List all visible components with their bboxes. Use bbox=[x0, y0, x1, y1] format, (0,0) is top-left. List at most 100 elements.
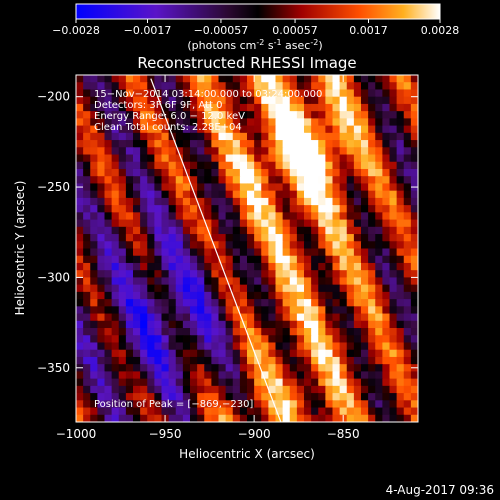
heatmap-cell bbox=[97, 277, 106, 286]
heatmap-cell bbox=[197, 320, 205, 329]
heatmap-cell bbox=[154, 414, 163, 422]
heatmap-cell bbox=[346, 241, 355, 250]
heatmap-cell bbox=[76, 378, 84, 387]
heatmap-cell bbox=[90, 226, 98, 235]
heatmap-cell bbox=[190, 414, 198, 422]
heatmap-cell bbox=[410, 234, 418, 242]
heatmap-cell bbox=[318, 219, 326, 228]
heatmap-cell bbox=[83, 349, 91, 358]
heatmap-cell bbox=[161, 111, 170, 119]
heatmap-cell bbox=[111, 270, 120, 279]
heatmap-cell bbox=[332, 335, 341, 344]
heatmap-cell bbox=[311, 96, 319, 105]
heatmap-cell bbox=[254, 385, 262, 394]
heatmap-cell bbox=[289, 176, 298, 185]
heatmap-cell bbox=[247, 176, 255, 185]
heatmap-cell bbox=[76, 335, 84, 344]
heatmap-cell bbox=[282, 161, 291, 170]
heatmap-cell bbox=[182, 241, 191, 250]
heatmap-cell bbox=[247, 255, 255, 264]
heatmap-cell bbox=[403, 190, 412, 199]
heatmap-cell bbox=[368, 248, 376, 257]
heatmap-cell bbox=[168, 140, 177, 148]
heatmap-cell bbox=[339, 385, 348, 394]
heatmap-cell bbox=[225, 197, 234, 206]
heatmap-cell bbox=[90, 82, 98, 91]
heatmap-cell bbox=[353, 270, 362, 279]
heatmap-cell bbox=[125, 270, 134, 279]
heatmap-cell bbox=[332, 291, 341, 300]
heatmap-cell bbox=[90, 118, 98, 127]
heatmap-cell bbox=[140, 75, 148, 83]
heatmap-cell bbox=[268, 132, 277, 141]
heatmap-cell bbox=[339, 371, 348, 380]
heatmap-cell bbox=[147, 103, 155, 112]
heatmap-cell bbox=[239, 132, 248, 141]
heatmap-cell bbox=[204, 320, 212, 329]
heatmap-cell bbox=[275, 183, 284, 192]
heatmap-cell bbox=[368, 154, 376, 163]
heatmap-cell bbox=[339, 335, 348, 344]
heatmap-cell bbox=[375, 205, 383, 213]
heatmap-cell bbox=[204, 313, 212, 322]
heatmap-cell bbox=[339, 291, 348, 300]
heatmap-cell bbox=[225, 132, 234, 141]
heatmap-cell bbox=[254, 306, 262, 315]
heatmap-cell bbox=[289, 313, 298, 322]
heatmap-cell bbox=[140, 320, 148, 329]
heatmap-cell bbox=[168, 183, 177, 192]
heatmap-cell bbox=[197, 111, 205, 119]
heatmap-cell bbox=[247, 234, 255, 242]
heatmap-cell bbox=[311, 255, 319, 264]
heatmap-cell bbox=[396, 400, 405, 409]
heatmap-cell bbox=[304, 255, 312, 264]
heatmap-cell bbox=[239, 111, 248, 119]
heatmap-cell bbox=[353, 154, 362, 163]
heatmap-cell bbox=[190, 226, 198, 235]
heatmap-cell bbox=[182, 356, 191, 365]
heatmap-cell bbox=[304, 385, 312, 394]
heatmap-cell bbox=[254, 393, 262, 401]
heatmap-cell bbox=[125, 197, 134, 206]
heatmap-cell bbox=[140, 378, 148, 387]
heatmap-cell bbox=[147, 400, 155, 409]
heatmap-cell bbox=[339, 118, 348, 127]
heatmap-cell bbox=[325, 313, 334, 322]
heatmap-cell bbox=[83, 89, 91, 98]
heatmap-cell bbox=[325, 414, 334, 422]
heatmap-cell bbox=[410, 328, 418, 336]
heatmap-cell bbox=[90, 414, 98, 422]
heatmap-cell bbox=[282, 349, 291, 358]
heatmap-cell bbox=[368, 219, 376, 228]
heatmap-cell bbox=[211, 89, 220, 98]
heatmap-cell bbox=[140, 234, 148, 242]
heatmap-cell bbox=[361, 270, 369, 279]
heatmap-cell bbox=[239, 393, 248, 401]
heatmap-cell bbox=[353, 262, 362, 271]
heatmap-cell bbox=[275, 161, 284, 170]
heatmap-cell bbox=[111, 306, 120, 315]
heatmap-cell bbox=[97, 349, 106, 358]
heatmap-cell bbox=[396, 313, 405, 322]
heatmap-cell bbox=[375, 190, 383, 199]
heatmap-cell bbox=[247, 111, 255, 119]
heatmap-cell bbox=[254, 414, 262, 422]
heatmap-cell bbox=[218, 176, 227, 185]
heatmap-cell bbox=[204, 284, 212, 293]
heatmap-cell bbox=[318, 205, 326, 213]
heatmap-cell bbox=[154, 277, 163, 286]
heatmap-cell bbox=[289, 335, 298, 344]
heatmap-cell bbox=[332, 103, 341, 112]
heatmap-cell bbox=[332, 270, 341, 279]
heatmap-cell bbox=[368, 342, 376, 351]
heatmap-cell bbox=[275, 190, 284, 199]
heatmap-cell bbox=[375, 277, 383, 286]
heatmap-cell bbox=[346, 234, 355, 242]
heatmap-cell bbox=[168, 277, 177, 286]
heatmap-cell bbox=[304, 342, 312, 351]
heatmap-cell bbox=[76, 132, 84, 141]
heatmap-cell bbox=[325, 270, 334, 279]
heatmap-cell bbox=[254, 132, 262, 141]
heatmap-cell bbox=[361, 140, 369, 148]
heatmap-cell bbox=[361, 190, 369, 199]
